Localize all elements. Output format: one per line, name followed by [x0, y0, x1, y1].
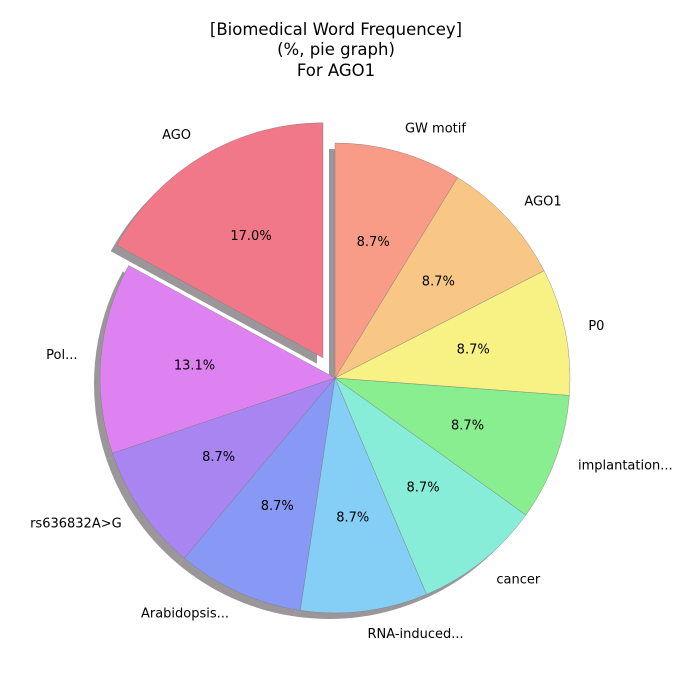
pie-slice-rna-induced	[300, 377, 427, 614]
slice-label-cancer: cancer	[496, 572, 540, 587]
chart-title-line-3: For AGO1	[297, 61, 375, 80]
slice-label-implantation: implantation...	[578, 459, 673, 474]
pie-slice-pol	[99, 265, 336, 454]
slice-value-label-ago1: 8.7%	[422, 275, 455, 290]
slice-value-label-ago: 17.0%	[230, 229, 271, 244]
pie-slice-ago	[116, 122, 324, 359]
slice-value-label-pol: 13.1%	[174, 358, 215, 373]
slice-label-gw-motif: GW motif	[405, 122, 466, 137]
pie-slice-gw-motif	[334, 142, 458, 379]
slice-value-label-implantation: 8.7%	[451, 419, 484, 434]
pie-slice-p0	[334, 270, 571, 396]
chart-title-line-2: (%, pie graph)	[277, 40, 395, 59]
slice-label-ago1: AGO1	[524, 195, 561, 210]
chart-title-line-1: [Biomedical Word Frequencey]	[210, 20, 462, 39]
pie-slice-rs636832a-g	[112, 377, 336, 559]
slice-label-rna-induced: RNA-induced...	[368, 627, 464, 642]
slice-label-arabidopsis: Arabidopsis...	[141, 606, 229, 621]
pie-slice-layer	[99, 122, 571, 614]
slice-label-rs636832a-g: rs636832A>G	[30, 517, 122, 532]
slice-label-pol: Pol...	[46, 348, 77, 363]
pie-slice-cancer	[334, 377, 527, 595]
pie-slice-arabidopsis	[183, 377, 336, 611]
pie-slice-implantation	[334, 377, 570, 516]
slice-label-p0: P0	[588, 319, 604, 334]
slice-value-label-gw-motif: 8.7%	[357, 235, 390, 250]
slice-value-label-cancer: 8.7%	[407, 481, 440, 496]
slice-label-ago: AGO	[162, 128, 191, 143]
pie-label-layer: AGO 17.0% Pol... 13.1% rs636832A>G 8.7% Arabid…	[30, 122, 673, 642]
slice-value-label-rs636832a-g: 8.7%	[202, 450, 235, 465]
pie-slice-ago1	[334, 177, 545, 379]
slice-value-label-rna-induced: 8.7%	[336, 510, 369, 525]
slice-value-label-arabidopsis: 8.7%	[261, 499, 294, 514]
slice-value-label-p0: 8.7%	[457, 342, 490, 357]
